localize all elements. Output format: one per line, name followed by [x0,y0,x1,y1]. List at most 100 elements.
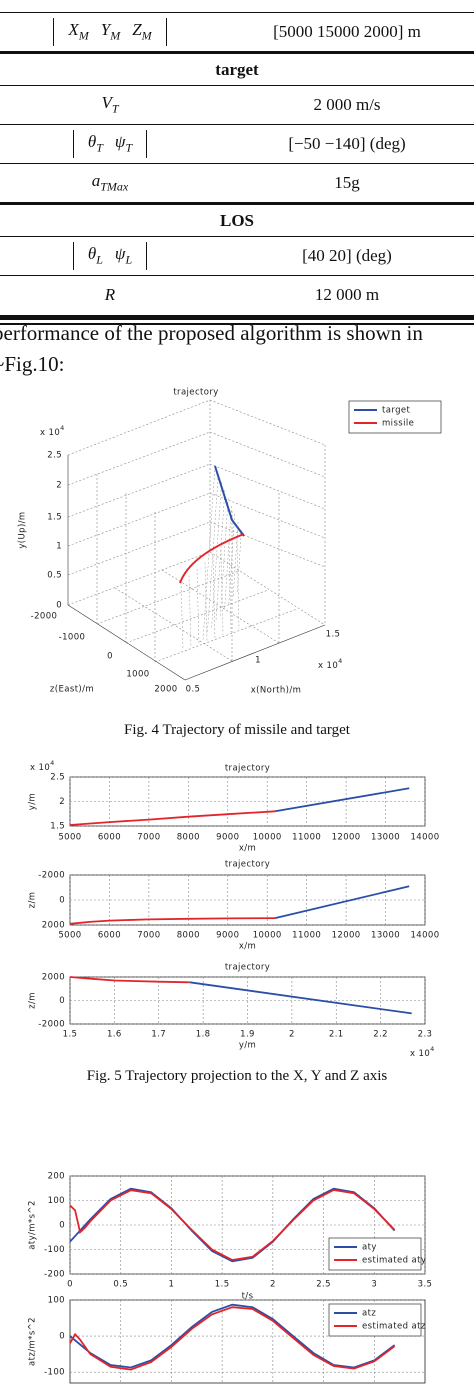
symbol-subscript: T [125,140,133,155]
figure-caption: Fig. 5 Trajectory projection to the X, Y… [86,1068,388,1084]
legend-label: atz [362,1309,376,1319]
paragraph: performance of the proposed algorithm is… [0,318,423,380]
trajectory-curve [179,533,245,584]
drop-line [237,529,242,593]
y-axis-label: z/m [28,892,38,909]
x-tick-label: 13000 [371,931,400,941]
chart-title: trajectory [225,860,270,870]
drop-line [211,481,222,629]
x-tick-label: 0 [67,1280,73,1290]
symbol-subscript: M [78,28,89,43]
x-axis-label: t/s [242,1292,254,1302]
legend-box [328,1237,422,1271]
multiplier-base: x 10 [30,763,50,773]
axis-frame [184,624,326,681]
x-tick-label: 7000 [137,931,160,941]
z-tick-label: -2000 [31,612,58,622]
symbol: θL [87,244,103,266]
symbol-base: θ [87,244,97,264]
legend-label: estimated atz [362,1322,426,1332]
axis-frame [114,587,233,662]
figure-caption: Fig. 4 Trajectory of missile and target [124,722,350,738]
x-tick-label: 2.2 [373,1030,388,1040]
z-tick-label: -1000 [59,633,86,643]
symbol: ψL [115,244,132,266]
x-tick-label: 1.5 [326,630,341,640]
paragraph-line: ~Fig.10: [0,352,65,376]
x-tick-label: 5000 [58,833,81,843]
y-tick-label: 100 [48,1296,65,1306]
x-axis-label: x(North)/m [251,686,302,696]
rule [0,124,474,125]
axis-frame [125,589,269,644]
drop-line [219,497,229,617]
legend-label: aty [362,1243,377,1253]
symbol: ψT [114,132,132,154]
y-tick-label: 2.5 [47,451,62,461]
y-tick-label: 200 [48,1172,65,1182]
x-tick-label: 1 [169,1280,175,1290]
value-cell: [−50 −140] (deg) [288,134,406,153]
axis-frame [154,608,298,663]
drop-line [188,575,192,648]
drop-line [220,549,224,636]
y-tick-label: 0 [59,1221,65,1231]
section-heading: target [215,59,259,79]
drop-line [207,473,219,635]
x-tick-label: 6000 [98,931,121,941]
axis-frame [67,463,211,518]
x-axis-label: x/m [239,844,256,854]
table-row: R 12 000 m [0,276,474,314]
y-axis-label: atz/m*s^2 [28,1317,38,1366]
multiplier-base: x 10 [410,1049,430,1059]
rule [0,12,474,13]
symbol-base: θ [87,132,97,152]
symbol-cell: aTMax [0,171,220,194]
value-cell: 12 000 m [314,285,380,304]
x-tick-label: 7000 [137,833,160,843]
chart-title: trajectory [173,388,218,398]
y-tick-label: 2 [56,481,62,491]
y-axis-label: aty/m*s^2 [28,1200,38,1250]
axis-multiplier: x 104 [410,1045,435,1059]
y-tick-label: 2000 [42,921,65,931]
x-tick-label: 11000 [292,833,321,843]
y-tick-label: 2.5 [50,773,65,783]
x-tick-label: 12000 [332,833,361,843]
z-tick-label: 2000 [154,685,177,695]
symbol: YM [101,20,120,42]
symbol: θT [87,132,103,154]
rule [0,323,474,325]
x-tick-label: 1.9 [240,1030,255,1040]
rule [0,202,474,205]
value-cell: 15g [334,173,360,192]
bracket: θT ψT [72,130,148,158]
legend-label: missile [382,419,414,429]
y-tick-label: -100 [44,1368,65,1378]
rule [0,315,474,320]
y-axis-label: y/m [28,793,38,810]
symbol-cell: VT [0,93,220,116]
symbol-base: Z [132,20,142,40]
drop-line [212,555,216,639]
symbol-subscript: L [125,252,133,267]
multiplier-base: x 10 [318,661,338,671]
symbol-base: V [101,93,112,113]
x-tick-label: 1.8 [196,1030,211,1040]
symbol-subscript: M [110,28,121,43]
multiplier-exponent: 4 [338,657,343,665]
symbol: ZM [132,20,151,42]
rule [0,163,474,164]
axis-frame [209,492,326,539]
symbol-base: ψ [114,132,126,152]
symbol-subscript: T [96,140,103,155]
axis-frame [209,463,326,510]
axis-multiplier: x 104 [40,424,65,438]
drop-line [196,568,200,645]
rule [0,85,474,86]
symbol: aTMax [92,171,129,193]
x-tick-label: 8000 [177,931,200,941]
drop-line [228,513,236,605]
axis-frame [67,521,211,576]
